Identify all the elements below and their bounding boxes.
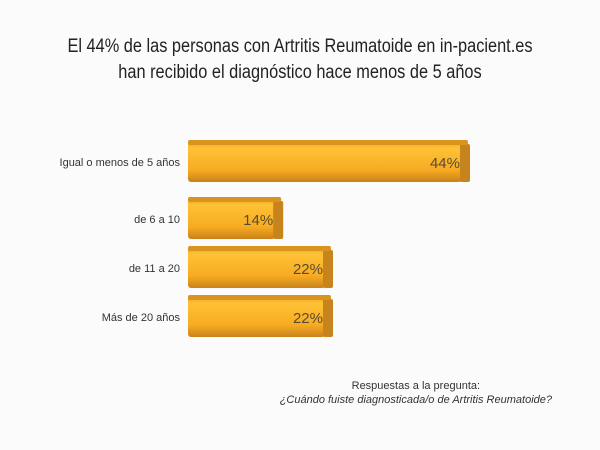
category-label: de 6 a 10 — [134, 214, 180, 226]
bar-side — [323, 299, 333, 337]
bar-side — [273, 201, 284, 239]
bar — [188, 142, 462, 182]
bar — [188, 199, 276, 239]
bar-top — [188, 246, 331, 251]
chart-title: El 44% de las personas con Artritis Reum… — [67, 36, 533, 83]
category-label: Igual o menos de 5 años — [60, 157, 181, 169]
bar — [188, 297, 325, 337]
data-label: 44% — [430, 155, 460, 172]
question-note: Respuestas a la pregunta: ¿Cuándo fuiste… — [280, 379, 552, 407]
category-label: Más de 20 años — [102, 312, 181, 324]
bar-top — [188, 295, 331, 300]
bar-side — [460, 144, 470, 182]
note-question: ¿Cuándo fuiste diagnosticada/o de Artrit… — [279, 394, 552, 406]
bar-side — [323, 250, 333, 288]
note-line-1: Respuestas a la pregunta: — [351, 380, 481, 392]
category-label: de 11 a 20 — [129, 263, 180, 275]
bar-top — [188, 140, 468, 145]
data-label: 22% — [293, 310, 323, 327]
bar-top — [188, 197, 282, 202]
data-label: 14% — [243, 212, 273, 229]
bar — [188, 248, 325, 288]
data-label: 22% — [293, 261, 323, 278]
